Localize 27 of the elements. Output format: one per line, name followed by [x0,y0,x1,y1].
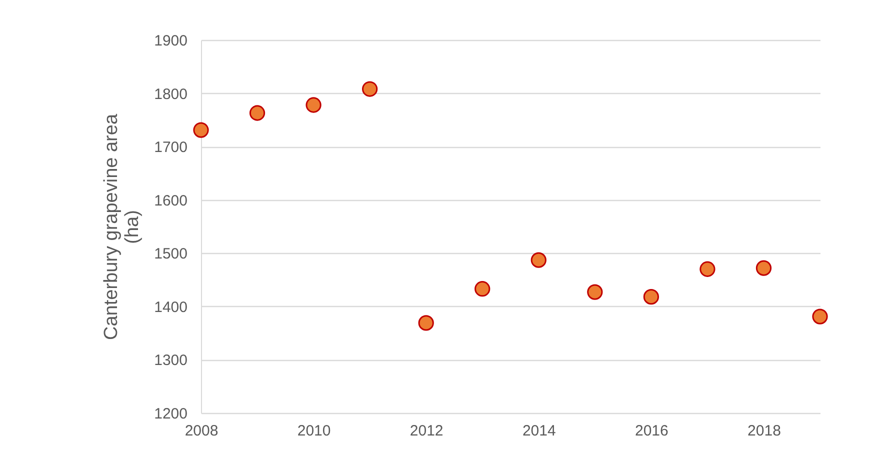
point [530,252,546,268]
y-tick-label: 1700 [154,139,188,156]
x-tick-label: 2016 [634,422,668,440]
x-tick-label: 2012 [410,422,444,440]
point [193,122,209,138]
y-tick-label: 1200 [154,406,188,422]
point [700,261,716,277]
point [418,315,434,331]
point [474,281,490,297]
y-tick-label: 1300 [154,352,188,370]
x-tick-label: 2008 [184,422,218,440]
y-tick-label: 1600 [154,192,188,210]
x-tick-label: 2018 [748,422,781,440]
point [812,308,828,324]
point [306,97,322,113]
x-tick-label: 2010 [297,422,331,440]
point [587,284,603,300]
y-tick-label: 1500 [154,246,188,263]
point [249,105,266,121]
y-tick-label: 1800 [154,86,188,103]
point [756,260,772,276]
y-tick-label: 1400 [154,298,188,316]
y-axis-title: Canterbury grapevine area (ha) [101,114,144,340]
y-tick-label: 1900 [154,32,188,50]
point [362,81,378,97]
point [643,289,660,305]
x-tick-label: 2014 [522,422,556,440]
